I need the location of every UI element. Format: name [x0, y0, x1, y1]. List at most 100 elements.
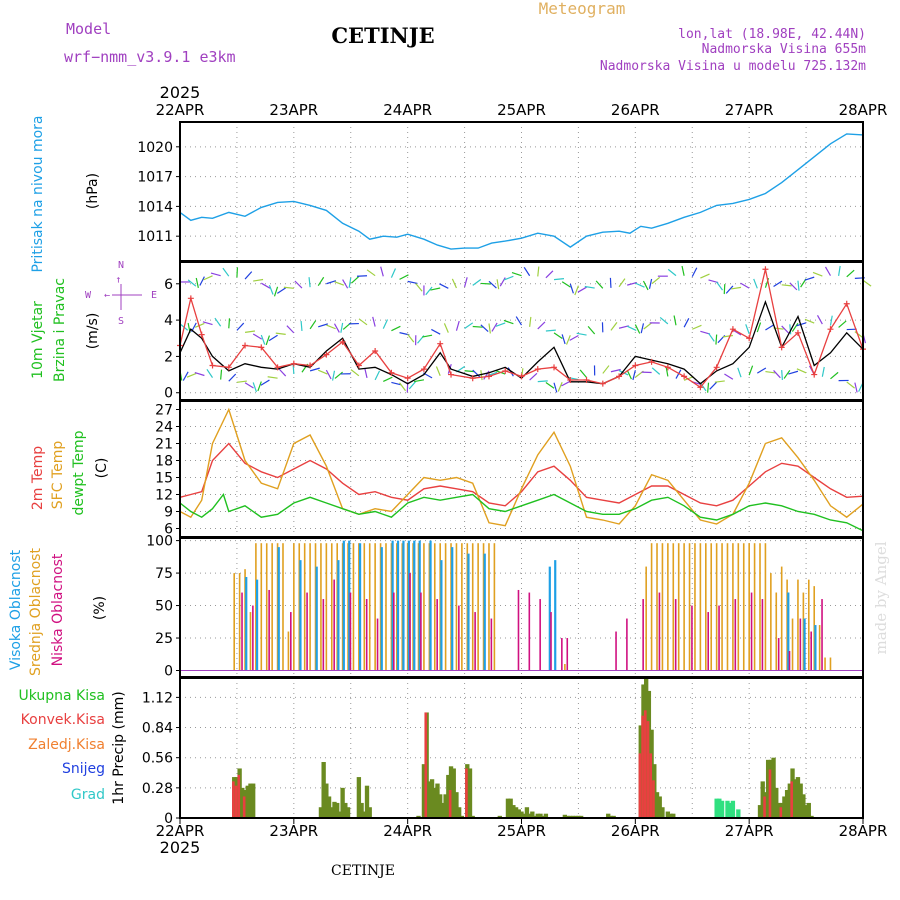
wind-barb: [391, 325, 401, 332]
wind-barb: [773, 280, 783, 288]
precip-total-bar: [522, 813, 527, 818]
wind-barb: [579, 369, 588, 378]
precip-total-bar: [776, 802, 782, 818]
precip-total-bar: [578, 815, 584, 818]
wind-gust-marker: [187, 295, 194, 302]
temp-ytick-label: 12: [155, 488, 173, 504]
precip-total-bar: [451, 768, 456, 818]
wind-gust-marker: [746, 335, 753, 342]
wind-barb: [651, 367, 661, 375]
wind-barb: [846, 269, 855, 278]
wind-barb: [236, 380, 247, 383]
wind-barb: [309, 367, 320, 372]
temp-dewpt-line: [179, 493, 864, 532]
wind-barb: [472, 279, 482, 286]
precip-total-bar: [565, 815, 570, 818]
wind-barb: [796, 322, 807, 327]
compass-arrow-left: ←: [104, 290, 110, 301]
wind-barb: [503, 319, 514, 325]
wind-barb: [732, 329, 742, 336]
wind-barb: [399, 382, 407, 392]
pressure-ytick-label: 1014: [137, 199, 173, 215]
precip-total-bar: [443, 794, 448, 818]
day-label-bottom: 23APR: [269, 822, 318, 840]
wind-barb: [202, 321, 213, 326]
wind-barb: [569, 283, 574, 294]
watermark: made by Angel: [872, 541, 890, 654]
day-label-top: 27APR: [725, 101, 774, 119]
wind-barb: [529, 372, 538, 381]
model-name: wrf−nmm_v3.9.1 e3km: [64, 48, 236, 66]
wind-barb: [577, 286, 587, 293]
wind-barb: [553, 382, 558, 393]
wind-barb: [683, 318, 690, 328]
precip-total-bar: [505, 798, 511, 818]
wind-gust-marker: [355, 362, 362, 369]
precip-total-bar: [535, 813, 540, 818]
wind-barb: [829, 315, 833, 326]
wind-barb: [325, 369, 332, 380]
precip-total-bar: [809, 815, 814, 818]
precip-conv-bar: [232, 781, 235, 818]
product-title: Meteogram: [539, 0, 626, 18]
cloud-ytick-label: 0: [164, 664, 173, 680]
wind-barb: [425, 286, 433, 296]
precip-label-3: Zaledj.Kisa: [28, 737, 105, 753]
pressure-line: [179, 133, 864, 250]
wind-barb: [331, 370, 336, 381]
precip-total-bar: [438, 794, 443, 818]
wind-barb: [194, 372, 205, 377]
wind-barb: [627, 281, 638, 286]
wind-barb: [574, 285, 579, 296]
wind-gust-marker: [502, 367, 509, 374]
wind-barb: [557, 382, 563, 392]
wind-gust-marker: [811, 371, 818, 378]
precip-label-5: Grad: [71, 787, 105, 803]
cloud-unit: (%): [92, 596, 108, 620]
wind-barb: [333, 323, 340, 333]
wind-barb: [691, 267, 698, 277]
precip-hail-bar: [714, 798, 719, 818]
precip-total-bar: [760, 781, 765, 818]
wind-barb: [334, 371, 344, 379]
wind-barb: [838, 265, 841, 276]
wind-barb: [781, 325, 790, 334]
wind-barb: [804, 318, 815, 324]
wind-barb: [753, 278, 758, 289]
wind-barb: [796, 368, 807, 374]
wind-barb: [334, 281, 345, 286]
day-label-top: 22APR: [156, 101, 205, 119]
wind-barb: [265, 335, 271, 346]
wind-barb: [838, 320, 847, 328]
precip-total-bar: [321, 762, 326, 818]
wind-barb: [451, 278, 458, 289]
wind-barb: [765, 324, 775, 331]
wind-barb: [257, 381, 262, 392]
wind-barb: [443, 323, 449, 333]
wind-barb: [199, 276, 205, 286]
precip-hail-bar: [725, 800, 730, 818]
precip-total-bar: [654, 792, 660, 818]
wind-barb: [431, 328, 441, 335]
temp-ytick-label: 9: [164, 505, 173, 521]
precip-total-bar: [345, 807, 351, 818]
wind-gust-marker: [518, 373, 525, 380]
wind-barb: [408, 380, 417, 390]
wind-barb: [195, 277, 199, 288]
wind-barb: [407, 280, 418, 285]
wind-gust-marker: [729, 326, 736, 333]
wind-barb: [273, 286, 279, 297]
wind-gust-marker: [843, 300, 850, 307]
wind-barb: [862, 279, 872, 287]
precip-total-bar: [248, 783, 253, 818]
wind-gust-marker: [681, 373, 688, 380]
coords-text: lon,lat (18.98E, 42.44N): [678, 27, 866, 42]
footer-city: CETINJE: [331, 863, 395, 879]
wind-barb: [821, 366, 825, 377]
year-top: 2025: [160, 83, 201, 102]
precip-hail-bar: [730, 800, 736, 818]
wind-barb: [439, 283, 449, 289]
wind-barb: [683, 376, 694, 381]
wind-compass: N → W ← E S: [85, 260, 157, 327]
precip-unit: 1hr Precip (mm): [111, 691, 127, 804]
